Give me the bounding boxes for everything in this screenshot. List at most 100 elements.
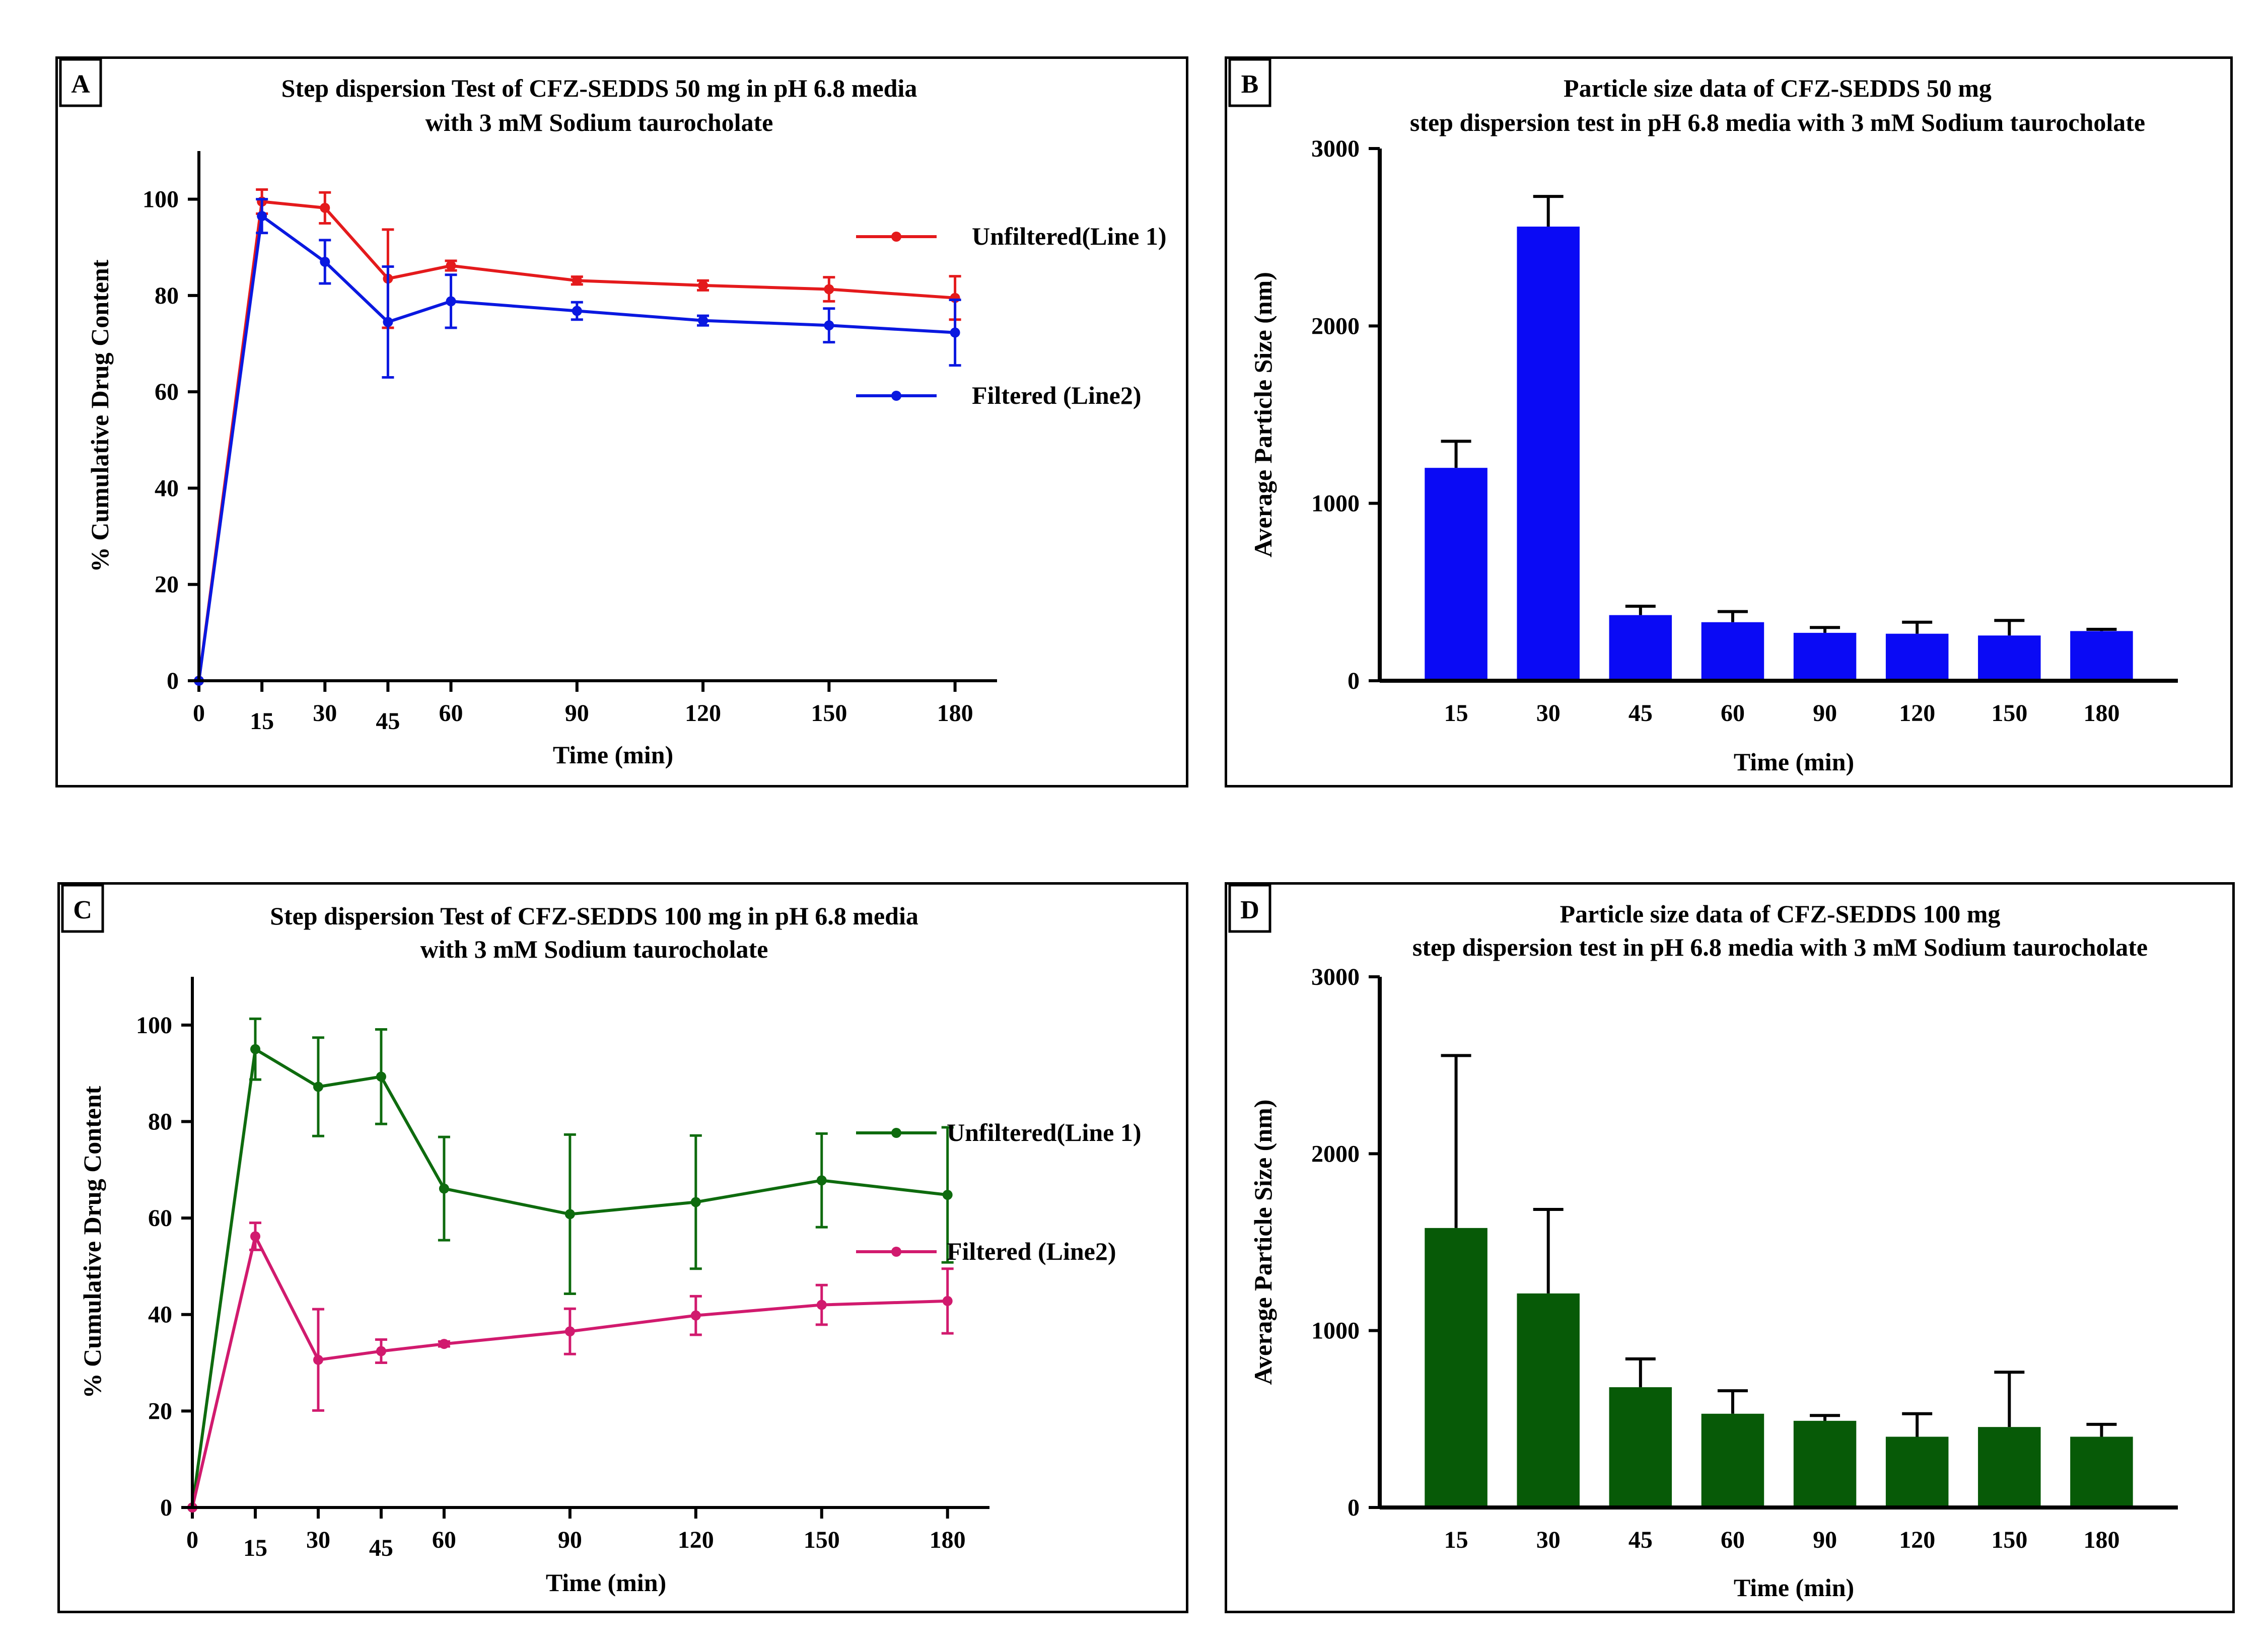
legend-label-a-2: Filtered (Line2) [972, 381, 1142, 409]
data-point-a-2-60 [446, 296, 456, 307]
data-point-c-1-15 [250, 1044, 260, 1054]
legend-label-c-2: Filtered (Line2) [947, 1237, 1116, 1265]
data-point-c-2-45 [376, 1346, 386, 1356]
y-tick-label-a-40: 40 [155, 475, 179, 501]
x-tick-label-d-180: 180 [2083, 1527, 2119, 1553]
legend-marker-c-1 [891, 1128, 901, 1138]
x-tick-label-b-45: 45 [1628, 700, 1653, 727]
data-point-a-2-90 [572, 306, 582, 316]
x-axis-label-b: Time (min) [1734, 748, 1854, 776]
x-tick-label-b-15: 15 [1444, 700, 1468, 727]
panel-label-box-c [61, 884, 104, 933]
series-line-a-1 [197, 200, 955, 681]
series-line-a-2 [197, 213, 955, 681]
data-point-a-1-120 [698, 280, 709, 291]
y-axis-label-c: % Cumulative Drug Content [78, 1086, 106, 1398]
data-point-c-2-90 [564, 1326, 575, 1337]
y-tick-label-a-100: 100 [143, 186, 179, 213]
x-tick-label-c-150: 150 [804, 1527, 840, 1553]
data-point-c-2-60 [439, 1339, 449, 1349]
x-tick-label-a-15: 15 [250, 708, 274, 735]
data-point-c-2-120 [690, 1310, 701, 1321]
panel-label-d: D [1240, 896, 1259, 924]
y-tick-label-b-1000: 1000 [1311, 490, 1360, 517]
data-point-a-2-30 [320, 256, 330, 267]
x-axis-label-c: Time (min) [546, 1568, 666, 1597]
x-tick-label-b-60: 60 [1721, 700, 1745, 727]
chart-title-a-line-2: with 3 mM Sodium taurocholate [426, 108, 773, 136]
bar-b-60 [1701, 622, 1764, 681]
data-point-a-1-150 [824, 284, 834, 295]
x-tick-label-c-15: 15 [243, 1535, 267, 1561]
bar-d-180 [2070, 1436, 2133, 1507]
x-tick-label-c-60: 60 [432, 1527, 456, 1553]
x-tick-label-b-120: 120 [1899, 700, 1935, 727]
chart-title-c-line-2: with 3 mM Sodium taurocholate [420, 935, 768, 963]
panel-a [55, 56, 1188, 787]
y-tick-label-d-0: 0 [1348, 1494, 1360, 1521]
x-tick-label-d-120: 120 [1899, 1527, 1935, 1553]
chart-title-d-line-2: step dispersion test in pH 6.8 media wit… [1412, 933, 2148, 961]
y-tick-label-c-40: 40 [148, 1302, 172, 1328]
x-tick-label-d-30: 30 [1536, 1527, 1561, 1553]
x-tick-label-d-15: 15 [1444, 1527, 1468, 1553]
bar-d-30 [1517, 1293, 1580, 1507]
x-tick-label-a-90: 90 [565, 700, 589, 727]
data-point-a-1-60 [446, 260, 456, 271]
y-axis-label-d: Average Particle Size (nm) [1249, 1100, 1277, 1385]
data-point-c-1-120 [690, 1197, 701, 1207]
data-point-a-2-15 [257, 211, 267, 222]
data-point-c-1-150 [816, 1175, 827, 1186]
y-tick-label-d-2000: 2000 [1311, 1140, 1360, 1167]
y-axis-label-a: % Cumulative Drug Content [86, 259, 114, 572]
y-tick-label-d-3000: 3000 [1311, 964, 1360, 990]
y-tick-label-d-1000: 1000 [1311, 1318, 1360, 1344]
data-point-c-1-60 [439, 1183, 449, 1194]
bar-d-90 [1793, 1420, 1857, 1507]
panel-label-a: A [71, 70, 90, 99]
x-tick-label-a-150: 150 [811, 700, 847, 727]
bar-b-15 [1425, 468, 1488, 681]
y-tick-label-b-0: 0 [1348, 668, 1360, 694]
data-point-a-1-30 [320, 202, 330, 213]
data-point-c-1-90 [564, 1209, 575, 1219]
y-tick-label-c-80: 80 [148, 1108, 172, 1135]
bar-d-60 [1701, 1413, 1764, 1507]
x-tick-label-c-30: 30 [306, 1527, 330, 1553]
data-point-a-2-120 [698, 315, 709, 326]
data-point-c-1-180 [942, 1190, 953, 1200]
x-tick-label-c-120: 120 [678, 1527, 714, 1553]
data-point-a-2-150 [824, 320, 834, 331]
bar-d-15 [1425, 1228, 1488, 1507]
x-tick-label-a-180: 180 [937, 700, 973, 727]
x-tick-label-a-0: 0 [193, 700, 205, 727]
bar-b-120 [1885, 633, 1949, 681]
legend-marker-a-1 [891, 232, 901, 242]
data-point-c-2-30 [313, 1354, 323, 1365]
x-axis-label-d: Time (min) [1734, 1573, 1854, 1602]
legend-marker-c-2 [891, 1247, 901, 1257]
chart-title-d-line-1: Particle size data of CFZ-SEDDS 100 mg [1560, 900, 2001, 928]
y-tick-label-a-80: 80 [155, 282, 179, 309]
bar-b-30 [1517, 227, 1580, 681]
panel-c [57, 882, 1188, 1613]
x-tick-label-c-45: 45 [369, 1535, 393, 1561]
data-point-c-1-45 [376, 1071, 386, 1082]
legend-label-c-1: Unfiltered(Line 1) [947, 1118, 1142, 1146]
y-tick-label-a-20: 20 [155, 571, 179, 598]
data-point-c-2-180 [942, 1296, 953, 1306]
data-point-a-1-90 [572, 275, 582, 286]
data-point-c-2-150 [816, 1300, 827, 1310]
chart-title-a-line-1: Step dispersion Test of CFZ-SEDDS 50 mg … [281, 74, 917, 102]
bar-b-45 [1609, 615, 1672, 681]
x-tick-label-b-90: 90 [1813, 700, 1837, 727]
data-point-a-2-45 [383, 317, 393, 327]
panel-label-box-b [1228, 58, 1271, 107]
data-point-a-2-180 [950, 327, 960, 338]
x-tick-label-d-150: 150 [1991, 1527, 2027, 1553]
legend-marker-a-2 [891, 391, 901, 401]
panel-label-box-a [59, 58, 102, 107]
y-tick-label-c-100: 100 [136, 1012, 172, 1039]
x-tick-label-a-120: 120 [685, 700, 721, 727]
